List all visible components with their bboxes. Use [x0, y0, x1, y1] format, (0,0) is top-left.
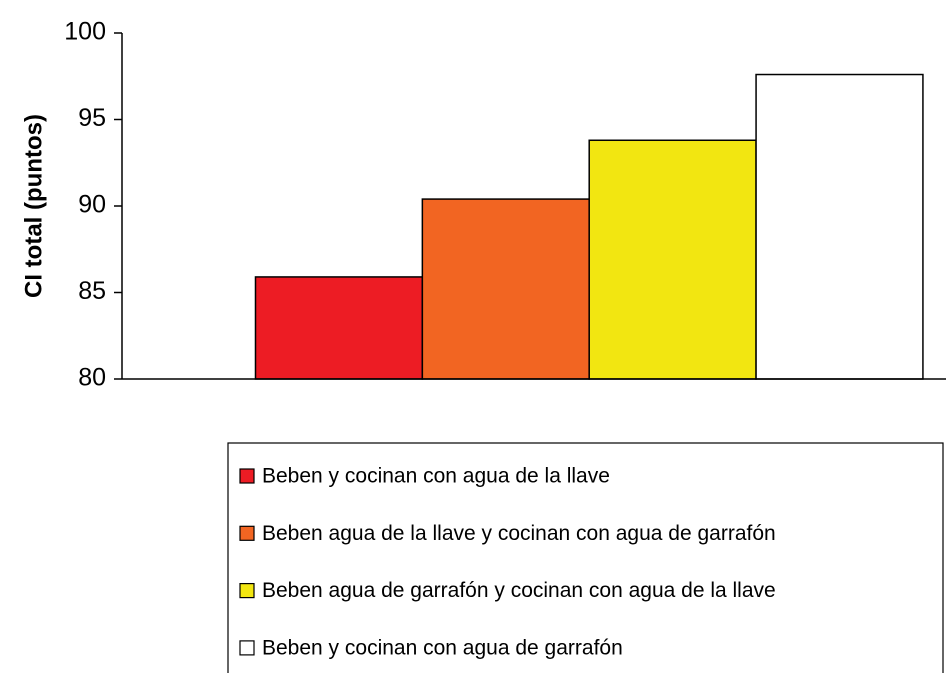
y-axis-label: CI total (puntos): [20, 114, 47, 298]
bar: [755, 73, 924, 380]
legend-swatch: [239, 582, 255, 599]
legend-swatch: [239, 525, 255, 541]
bar: [588, 139, 757, 380]
legend-label: Beben agua de garrafón y cocinan con agu…: [262, 579, 776, 602]
y-tick-label: 90: [78, 191, 106, 219]
legend-label: Beben agua de la llave y cocinan con agu…: [262, 522, 776, 545]
y-tick-label: 100: [64, 18, 106, 46]
y-tick-label: 80: [78, 364, 106, 392]
legend-swatch: [239, 468, 255, 484]
legend-swatch: [239, 640, 255, 656]
bar: [421, 198, 590, 380]
y-tick-label: 85: [78, 277, 106, 305]
y-tick-label: 95: [78, 104, 106, 132]
bar: [254, 276, 424, 380]
legend-label: Beben y cocinan con agua de la llave: [262, 465, 610, 488]
legend-label: Beben y cocinan con agua de garrafón: [262, 636, 623, 659]
legend-box: [227, 442, 944, 673]
